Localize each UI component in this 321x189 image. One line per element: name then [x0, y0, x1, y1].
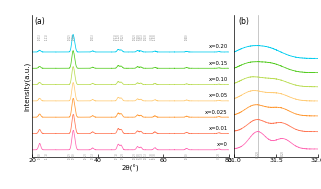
Text: (002)
(200): (002) (200) [68, 152, 76, 159]
Text: (301)
(031): (301) (031) [140, 152, 147, 159]
Text: (313)
(133): (313) (133) [149, 33, 157, 40]
Text: (211): (211) [115, 152, 119, 159]
Text: (a): (a) [34, 16, 45, 26]
Text: (002)
(200): (002) (200) [68, 33, 76, 40]
Text: (100): (100) [38, 152, 42, 159]
Text: (123)
(213): (123) (213) [149, 152, 157, 159]
Text: (021): (021) [91, 152, 95, 159]
Text: (211)
(112): (211) (112) [113, 33, 121, 40]
X-axis label: 2θ(°): 2θ(°) [122, 165, 139, 172]
Text: (040): (040) [185, 152, 189, 159]
Text: (022)
(220): (022) (220) [133, 33, 141, 40]
Text: (021): (021) [91, 33, 95, 40]
Y-axis label: Intensity(a.u.): Intensity(a.u.) [24, 61, 31, 111]
Text: (202): (202) [121, 152, 125, 159]
Text: x=0.20: x=0.20 [209, 44, 228, 49]
Text: x=0.01: x=0.01 [209, 126, 228, 131]
Text: x=0.15: x=0.15 [209, 61, 228, 66]
Text: (101): (101) [38, 33, 42, 40]
Text: (102): (102) [84, 152, 88, 159]
Text: (b): (b) [239, 16, 249, 26]
Text: (022)
(220): (022) (220) [133, 152, 141, 159]
Text: (111): (111) [45, 152, 49, 159]
Text: (111): (111) [45, 33, 49, 40]
Text: (040): (040) [185, 33, 189, 40]
Text: (202): (202) [121, 33, 125, 40]
Text: x=0.025: x=0.025 [205, 110, 228, 115]
Text: (022): (022) [256, 150, 260, 158]
Text: (202): (202) [281, 150, 285, 158]
Text: x=0: x=0 [217, 142, 228, 147]
Text: (301)
(013): (301) (013) [140, 33, 147, 40]
Text: (322): (322) [217, 152, 221, 159]
Text: x=0.05: x=0.05 [209, 93, 228, 98]
Text: x=0.10: x=0.10 [209, 77, 228, 82]
